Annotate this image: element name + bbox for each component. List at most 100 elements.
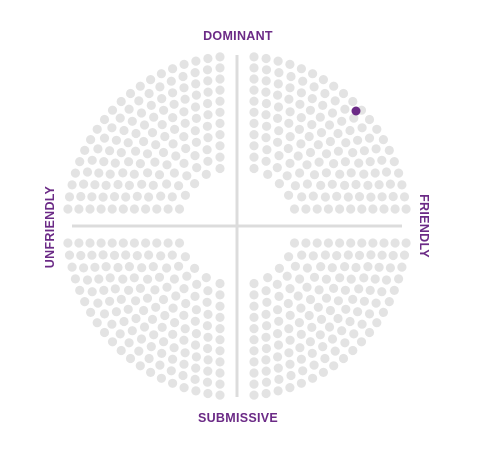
grid-dot[interactable] <box>158 294 169 305</box>
grid-dot[interactable] <box>215 335 225 345</box>
grid-dot[interactable] <box>191 56 201 66</box>
grid-dot[interactable] <box>296 354 306 364</box>
grid-dot[interactable] <box>191 329 201 339</box>
grid-dot[interactable] <box>305 147 316 158</box>
grid-dot[interactable] <box>296 64 306 74</box>
grid-dot[interactable] <box>215 163 225 174</box>
grid-dot[interactable] <box>320 192 330 202</box>
grid-dot[interactable] <box>357 123 367 133</box>
grid-dot[interactable] <box>294 318 304 328</box>
grid-dot[interactable] <box>329 159 339 169</box>
grid-dot[interactable] <box>335 238 345 248</box>
grid-dot[interactable] <box>274 179 284 189</box>
grid-dot[interactable] <box>202 121 212 131</box>
grid-dot[interactable] <box>116 148 126 158</box>
grid-dot[interactable] <box>348 345 358 356</box>
grid-dot[interactable] <box>179 383 189 393</box>
grid-dot[interactable] <box>273 363 283 373</box>
grid-dot[interactable] <box>203 332 213 342</box>
grid-dot[interactable] <box>368 204 378 214</box>
grid-dot[interactable] <box>99 327 110 338</box>
grid-dot[interactable] <box>340 338 350 348</box>
grid-dot[interactable] <box>308 191 318 201</box>
grid-dot[interactable] <box>249 63 259 73</box>
grid-dot[interactable] <box>365 157 375 167</box>
grid-dot[interactable] <box>111 307 121 317</box>
grid-dot[interactable] <box>318 75 328 85</box>
grid-dot[interactable] <box>353 135 363 145</box>
grid-dot[interactable] <box>179 310 189 320</box>
grid-dot[interactable] <box>296 303 306 313</box>
grid-dot[interactable] <box>399 192 410 202</box>
grid-dot[interactable] <box>118 204 128 214</box>
grid-dot[interactable] <box>343 250 353 260</box>
grid-dot[interactable] <box>309 82 319 92</box>
grid-dot[interactable] <box>274 126 284 136</box>
grid-dot[interactable] <box>296 139 306 149</box>
grid-dot[interactable] <box>320 353 330 364</box>
grid-dot[interactable] <box>314 157 324 167</box>
grid-dot[interactable] <box>377 287 387 297</box>
grid-dot[interactable] <box>215 107 225 117</box>
grid-dot[interactable] <box>348 96 358 107</box>
grid-dot[interactable] <box>110 284 120 294</box>
grid-dot[interactable] <box>202 65 213 75</box>
grid-dot[interactable] <box>249 357 259 367</box>
grid-dot[interactable] <box>249 118 259 128</box>
grid-dot[interactable] <box>131 146 141 156</box>
grid-dot[interactable] <box>283 143 293 154</box>
grid-dot[interactable] <box>377 192 387 202</box>
grid-dot[interactable] <box>90 180 100 190</box>
grid-dot[interactable] <box>307 322 317 332</box>
grid-dot[interactable] <box>293 151 303 161</box>
grid-dot[interactable] <box>179 59 189 69</box>
grid-dot[interactable] <box>364 327 375 338</box>
grid-dot[interactable] <box>302 179 312 189</box>
grid-dot[interactable] <box>203 133 213 143</box>
grid-dot[interactable] <box>301 238 311 248</box>
grid-dot[interactable] <box>261 53 271 64</box>
grid-dot[interactable] <box>169 343 179 353</box>
grid-dot[interactable] <box>109 192 120 202</box>
grid-dot[interactable] <box>87 250 97 260</box>
grid-dot[interactable] <box>76 250 86 261</box>
grid-dot[interactable] <box>302 282 312 292</box>
grid-dot[interactable] <box>249 346 259 356</box>
grid-dot[interactable] <box>349 113 359 123</box>
grid-dot[interactable] <box>182 171 192 181</box>
grid-dot[interactable] <box>348 294 358 304</box>
grid-dot[interactable] <box>351 262 361 273</box>
grid-dot[interactable] <box>333 128 343 139</box>
grid-dot[interactable] <box>169 274 179 284</box>
grid-dot[interactable] <box>191 363 201 373</box>
grid-dot[interactable] <box>249 301 259 311</box>
grid-dot[interactable] <box>298 366 308 376</box>
grid-dot[interactable] <box>340 285 350 295</box>
grid-dot[interactable] <box>67 262 77 272</box>
grid-dot[interactable] <box>333 313 343 324</box>
grid-dot[interactable] <box>371 298 381 308</box>
grid-dot[interactable] <box>157 322 167 332</box>
grid-dot[interactable] <box>284 190 294 200</box>
grid-dot[interactable] <box>121 250 131 260</box>
grid-dot[interactable] <box>295 343 305 353</box>
grid-dot[interactable] <box>249 52 259 62</box>
grid-dot[interactable] <box>285 383 295 393</box>
grid-dot[interactable] <box>249 152 259 162</box>
grid-dot[interactable] <box>168 88 178 98</box>
grid-dot[interactable] <box>168 64 178 74</box>
grid-dot[interactable] <box>203 366 213 376</box>
grid-dot[interactable] <box>166 366 176 376</box>
grid-dot[interactable] <box>94 274 104 284</box>
grid-dot[interactable] <box>190 151 200 161</box>
grid-dot[interactable] <box>170 124 180 134</box>
grid-dot[interactable] <box>119 125 129 136</box>
grid-dot[interactable] <box>381 275 392 285</box>
grid-dot[interactable] <box>261 133 271 143</box>
grid-dot[interactable] <box>332 251 342 261</box>
grid-dot[interactable] <box>377 250 387 260</box>
grid-dot[interactable] <box>201 273 211 283</box>
grid-dot[interactable] <box>156 373 166 383</box>
grid-dot[interactable] <box>315 330 325 340</box>
grid-dot[interactable] <box>285 107 295 117</box>
